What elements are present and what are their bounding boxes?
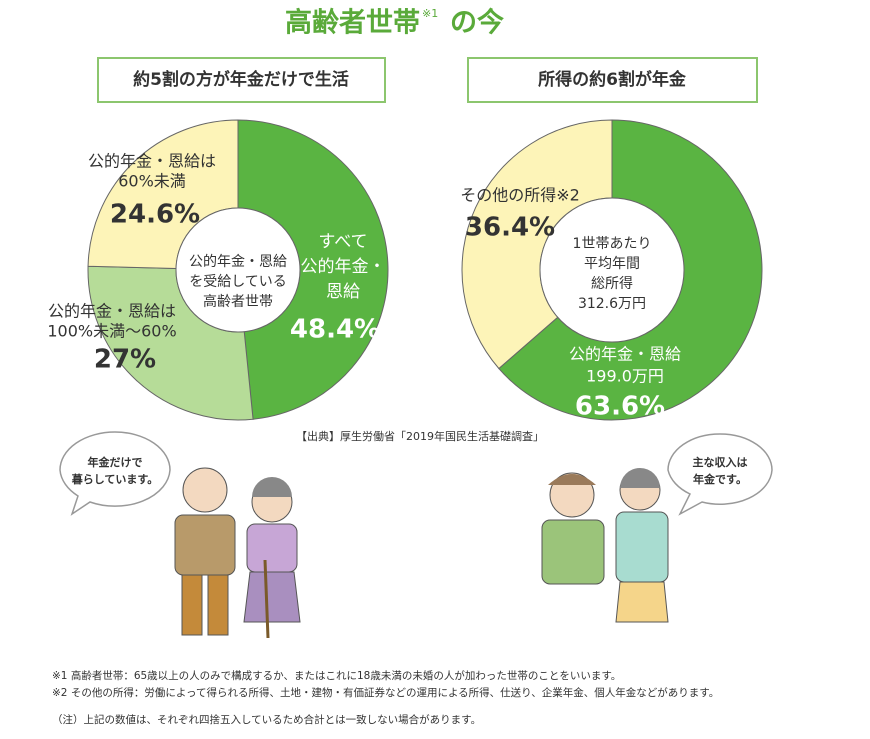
value-label: 27% xyxy=(94,345,156,375)
slice-label: 199.0万円 xyxy=(586,367,664,386)
value-label: 48.4% xyxy=(290,315,380,345)
slice-label: 公的年金・恩給は xyxy=(48,302,176,321)
footnote: ※2 その他の所得：労働によって得られる所得、土地・建物・有価証券などの運用によ… xyxy=(52,686,719,699)
value-label: 63.6% xyxy=(575,392,665,422)
footnote: （注）上記の数値は、それぞれ四捨五入しているため合計とは一致しない場合があります… xyxy=(52,713,481,726)
center-label: 1世帯あたり xyxy=(573,236,652,252)
slice-label: 公的年金・ xyxy=(301,257,386,277)
title-note: ※1 xyxy=(422,7,438,20)
center-label: 高齢者世帯 xyxy=(203,293,273,310)
speech-text: 年金だけで xyxy=(88,455,143,469)
speech-text: 暮らしています。 xyxy=(71,472,159,486)
slice-label: 公的年金・恩給 xyxy=(569,345,681,364)
slice-label: 公的年金・恩給は xyxy=(88,152,216,171)
speech-text: 年金です。 xyxy=(693,472,747,486)
slice-label: 100%未満～60% xyxy=(47,322,176,341)
slice-label: その他の所得※2 xyxy=(460,186,580,205)
title: 高齢者世帯 xyxy=(285,7,420,39)
subtitle-box xyxy=(467,57,758,103)
illustration-couple-right xyxy=(541,433,773,623)
center-label: を受給している xyxy=(189,274,287,290)
source: 【出典】厚生労働省「2019年国民生活基礎調査」 xyxy=(296,429,544,443)
slice-label: すべて xyxy=(318,232,367,252)
footnote: ※1 高齢者世帯：65歳以上の人のみで構成するか、またはこれに18歳未満の未婚の… xyxy=(52,669,621,682)
center-label: 公的年金・恩給 xyxy=(189,254,287,270)
subtitle: 所得の約6割が年金 xyxy=(538,69,687,90)
speech-text: 主な収入は xyxy=(693,455,748,469)
subtitle: 約5割の方が年金だけで生活 xyxy=(133,69,349,90)
center-label: 312.6万円 xyxy=(578,296,646,312)
title-tail: の今 xyxy=(450,7,504,39)
center-label: 平均年間 xyxy=(584,256,640,272)
donut-hole xyxy=(175,207,301,333)
value-label: 36.4% xyxy=(465,213,555,243)
value-label: 24.6% xyxy=(110,200,200,230)
center-label: 総所得 xyxy=(591,275,633,292)
slice-label: 恩給 xyxy=(326,282,360,302)
subtitle-box xyxy=(97,57,386,103)
donut-hole xyxy=(539,197,685,343)
slice-label: 60%未満 xyxy=(118,172,186,191)
illustration-couple-left xyxy=(59,431,301,639)
